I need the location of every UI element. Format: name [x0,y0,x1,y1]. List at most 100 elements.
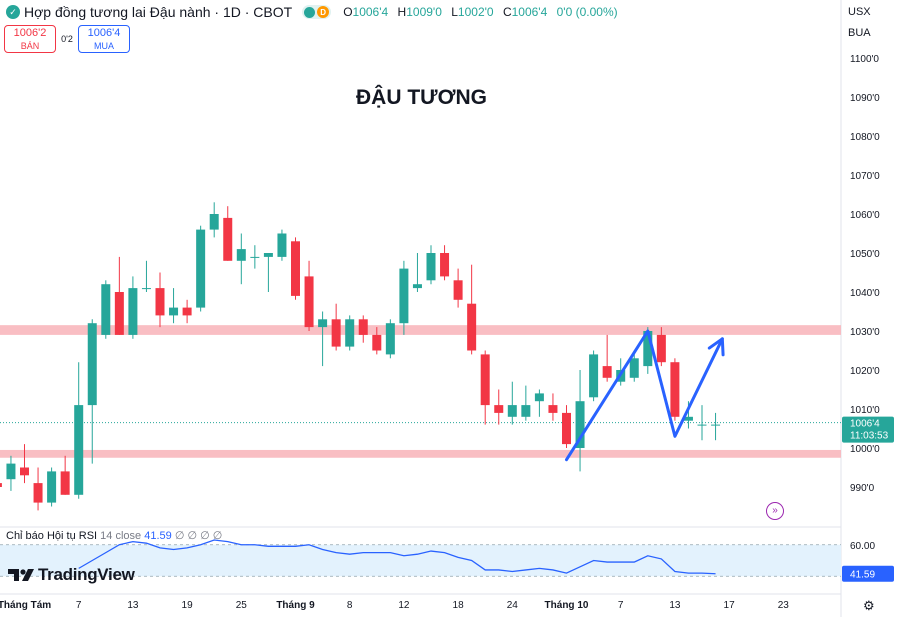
market-open-dot-icon: ✓ [6,5,20,19]
price-tick-label: 1060'0 [850,210,880,221]
buy-price: 1006'4 [87,27,121,39]
low-label: L [451,5,458,19]
time-tick-label: 25 [236,600,248,611]
rsi-params: 14 close [100,530,142,542]
symbol-header: ✓ Hợp đồng tương lai Đậu nành · 1D · CBO… [0,0,624,24]
last-price-tag [842,416,894,443]
candle-down [548,405,558,413]
time-tick-label: 8 [347,600,353,611]
ohlc-values: O1006'4 H1009'0 L1002'0 C1006'4 0'0 (0.0… [343,5,623,19]
unit-button[interactable]: BUA [842,23,898,43]
candle-down [670,362,680,417]
candle-up [643,331,653,367]
sell-button[interactable]: 1006'2 BÁN [4,25,56,53]
low-value: 1002'0 [457,5,494,19]
chart-annotation-title[interactable]: ĐẬU TƯƠNG [356,86,487,109]
candle-up [426,253,436,281]
time-tick-label: 18 [453,600,465,611]
price-tick-label: 1090'0 [850,93,880,104]
time-tick-label: 24 [507,600,519,611]
time-tick-label: 12 [398,600,410,611]
delayed-badge: D [317,6,330,18]
candle-up [589,354,599,398]
rsi-line [78,539,716,575]
rsi-last-tag [842,565,894,582]
candle-up [87,323,97,406]
candle-down [223,217,233,261]
time-tick-label: 19 [182,600,194,611]
sell-label: BÁN [20,41,40,51]
candle-down [358,319,368,335]
candle-up [575,401,585,448]
currency-button[interactable]: USX [842,2,898,22]
price-tick-label: 1010'0 [850,405,880,416]
time-tick-label: 17 [724,600,736,611]
candle-up [263,253,273,257]
buy-label: MUA [94,41,114,51]
symbol-title[interactable]: Hợp đồng tương lai Đậu nành · 1D · CBOT [24,4,293,20]
countdown-label: 11:03:53 [850,431,889,442]
candle-up [629,358,639,378]
candle-up [683,416,693,421]
candle-up [169,307,179,316]
candle-up [345,319,355,347]
time-tick-label: 23 [778,600,790,611]
trade-panel: 1006'2 BÁN 0'2 1006'4 MUA [4,25,130,53]
candle-down [372,334,382,351]
candle-up [236,249,246,261]
rsi-name: Chỉ báo Hội tụ RSI [6,530,98,542]
candle-up [128,288,138,335]
data-status-pill[interactable]: D [302,5,332,19]
candle-down [494,405,504,413]
time-tick-label: 7 [618,600,624,611]
zone-support [0,449,841,458]
candle-down [182,307,192,316]
spread-value: 0'2 [61,34,73,44]
candle-up [697,424,707,426]
change-value: 0'0 (0.00%) [556,5,618,19]
open-value: 1006'4 [352,5,389,19]
open-label: O [343,5,353,19]
close-label: C [502,5,512,19]
time-tick-label: Tháng Tám [0,600,51,611]
price-tick-label: 1020'0 [850,366,880,377]
time-tick-label: Tháng 9 [276,600,315,611]
price-tick-label: 1050'0 [850,249,880,260]
price-tick-label: 1080'0 [850,132,880,143]
price-tick-label: 1100'0 [850,54,879,65]
logo-text: TradingView [38,565,135,584]
price-tick-label: 1040'0 [850,288,880,299]
time-tick-label: 13 [127,600,139,611]
time-tick-label: 7 [76,600,82,611]
candle-down [0,483,2,487]
candle-down [60,471,70,495]
trendline [565,329,724,462]
candle-up [412,284,422,289]
tradingview-logo-icon [8,569,34,581]
rsi-legend[interactable]: Chỉ báo Hội tụ RSI 14 close 41.59 ∅ ∅ ∅ … [6,529,222,542]
rsi-band [0,544,841,577]
sell-price: 1006'2 [13,27,47,39]
candle-up [250,256,260,258]
realtime-dot-icon [304,6,316,18]
candle-up [534,393,544,402]
candle-down [331,319,341,347]
buy-button[interactable]: 1006'4 MUA [78,25,130,53]
tradingview-logo[interactable]: TradingView [8,565,135,585]
rsi-legend-extra: ∅ ∅ ∅ ∅ [174,530,223,542]
candle-down [304,276,314,328]
double-chevron-right-icon[interactable]: » [766,502,784,520]
gear-icon[interactable]: ⚙ [863,598,875,613]
candle-up [74,405,84,495]
candle-down [656,334,666,363]
candle-down [453,280,463,300]
candle-up [318,319,328,328]
candle-down [467,303,477,351]
candle-up [6,463,16,480]
rsi-tick-label: 60.00 [850,541,875,552]
candle-up [399,268,409,324]
candle-down [114,292,124,335]
price-tick-label: 1070'0 [850,171,880,182]
candle-down [20,467,29,476]
